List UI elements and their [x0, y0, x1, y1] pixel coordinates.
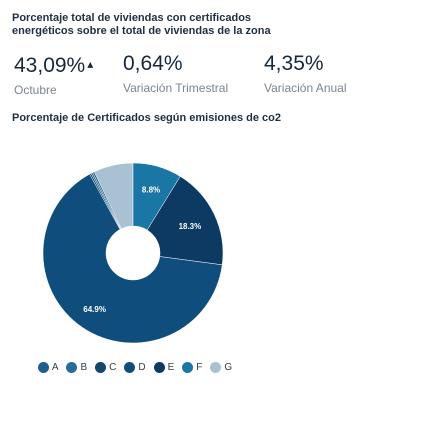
- kpi-quarterly-label: Variación Trimestral: [123, 81, 229, 95]
- legend-item-B[interactable]: B: [66, 362, 87, 373]
- legend-swatch: [210, 362, 222, 373]
- kpi-month-value: 43,09%: [14, 54, 86, 77]
- caret-up-icon: ▴: [87, 57, 94, 71]
- data-label-E: 18.3%: [179, 222, 202, 231]
- kpi-annual: 4,35% Variación Anual: [264, 52, 347, 95]
- slice-E[interactable]: [146, 176, 224, 266]
- legend-item-G[interactable]: G: [210, 362, 232, 373]
- legend-label: B: [80, 362, 88, 373]
- legend-item-F[interactable]: F: [182, 362, 202, 373]
- kpi-annual-value: 4,35%: [264, 52, 324, 75]
- kpi-annual-label: Variación Anual: [264, 81, 347, 95]
- chart-legend: A B C D E F G: [30, 362, 240, 373]
- legend-label: F: [196, 362, 203, 373]
- legend-swatch: [37, 362, 49, 373]
- legend-item-A[interactable]: A: [37, 362, 59, 373]
- legend-swatch: [182, 362, 194, 373]
- kpi-quarterly-value: 0,64%: [123, 52, 183, 75]
- slice-A[interactable]: [92, 171, 122, 230]
- legend-label: A: [51, 362, 59, 373]
- indicator-title: Porcentaje total de viviendas con certif…: [12, 12, 271, 37]
- legend-swatch: [95, 362, 107, 373]
- chart-title: Porcentaje de Certificados según emision…: [12, 112, 281, 124]
- kpi-quarterly: 0,64% Variación Trimestral: [123, 52, 228, 95]
- data-label-D: 64.9%: [83, 305, 106, 314]
- legend-swatch: [124, 362, 136, 373]
- legend-item-D[interactable]: D: [124, 362, 146, 373]
- legend-swatch: [153, 362, 165, 373]
- legend-item-E[interactable]: E: [153, 362, 175, 373]
- data-label-F: 8.8%: [142, 186, 160, 195]
- slice-D[interactable]: [42, 173, 223, 344]
- kpi-month: 43,09% ▴ Octubre: [14, 52, 93, 97]
- legend-label: D: [138, 362, 146, 373]
- legend-label: C: [109, 362, 117, 373]
- legend-label: G: [224, 362, 233, 373]
- kpi-month-label: Octubre: [14, 83, 57, 97]
- legend-swatch: [66, 362, 78, 373]
- legend-item-C[interactable]: C: [95, 362, 116, 373]
- legend-label: E: [167, 362, 175, 373]
